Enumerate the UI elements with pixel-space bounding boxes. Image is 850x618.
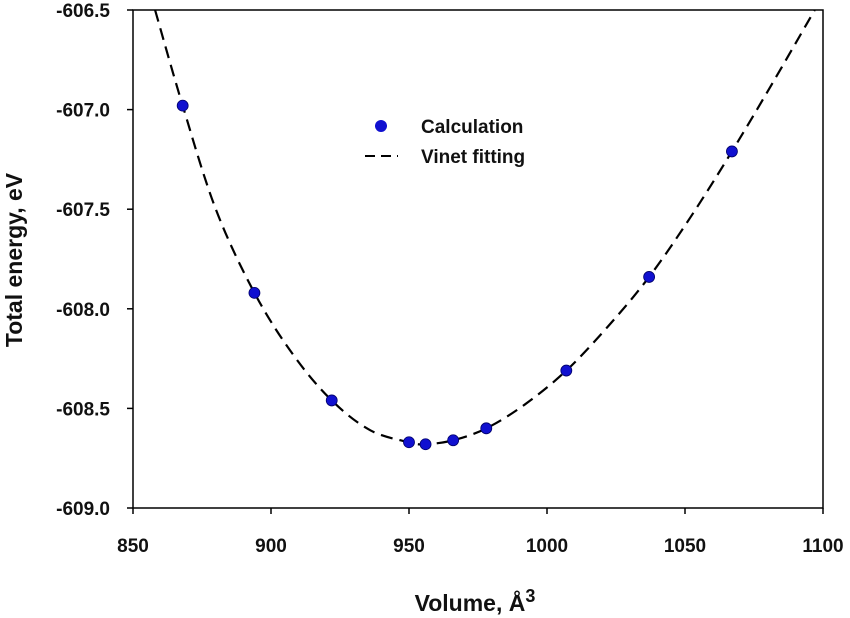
y-axis-ticks: -606.5 -607.0 -607.5 -608.0 -608.5 -609.0 [56, 1, 133, 520]
y-tick-label: -606.5 [56, 1, 110, 22]
x-tick-label: 900 [255, 536, 287, 557]
x-tick-label: 1000 [526, 536, 568, 557]
calculation-point [419, 438, 432, 451]
y-axis-title: Total energy, eV [1, 172, 27, 347]
vinet-fitting-line [154, 9, 816, 446]
calculation-point [325, 394, 338, 407]
x-axis-ticks: 850 900 950 1000 1050 1100 [117, 508, 844, 557]
y-tick-label: -609.0 [56, 499, 110, 520]
x-axis-title-superscript: 3 [525, 586, 535, 606]
calculation-point [643, 271, 656, 283]
legend-label-calculation: Calculation [421, 117, 523, 138]
calculation-point [560, 364, 573, 377]
y-tick-label: -607.0 [56, 101, 110, 122]
y-tick-label: -608.0 [56, 300, 110, 321]
legend-label-vinet-fitting: Vinet fitting [421, 147, 525, 168]
y-tick-label: -608.5 [56, 399, 110, 420]
x-axis-title-text: Volume, Å [415, 589, 526, 616]
calculation-point [403, 436, 415, 449]
plot-area-border [132, 9, 824, 509]
calculation-point [248, 286, 261, 299]
y-tick-label: -607.5 [56, 200, 110, 221]
x-tick-label: 950 [393, 536, 425, 557]
x-tick-label: 1050 [664, 536, 706, 557]
plot-frame [132, 9, 824, 509]
x-axis-title: Volume, Å3 [415, 586, 536, 616]
fit-line-layer [154, 9, 816, 446]
x-tick-label: 1100 [802, 536, 843, 557]
x-tick-label: 850 [117, 536, 149, 557]
calculation-point [726, 145, 738, 158]
calculation-point [176, 99, 189, 112]
calculation-point [480, 422, 493, 435]
data-points-layer [176, 99, 738, 451]
calculation-point [447, 434, 460, 447]
legend-marker-calculation [375, 120, 387, 132]
legend: Calculation Vinet fitting [365, 117, 525, 168]
